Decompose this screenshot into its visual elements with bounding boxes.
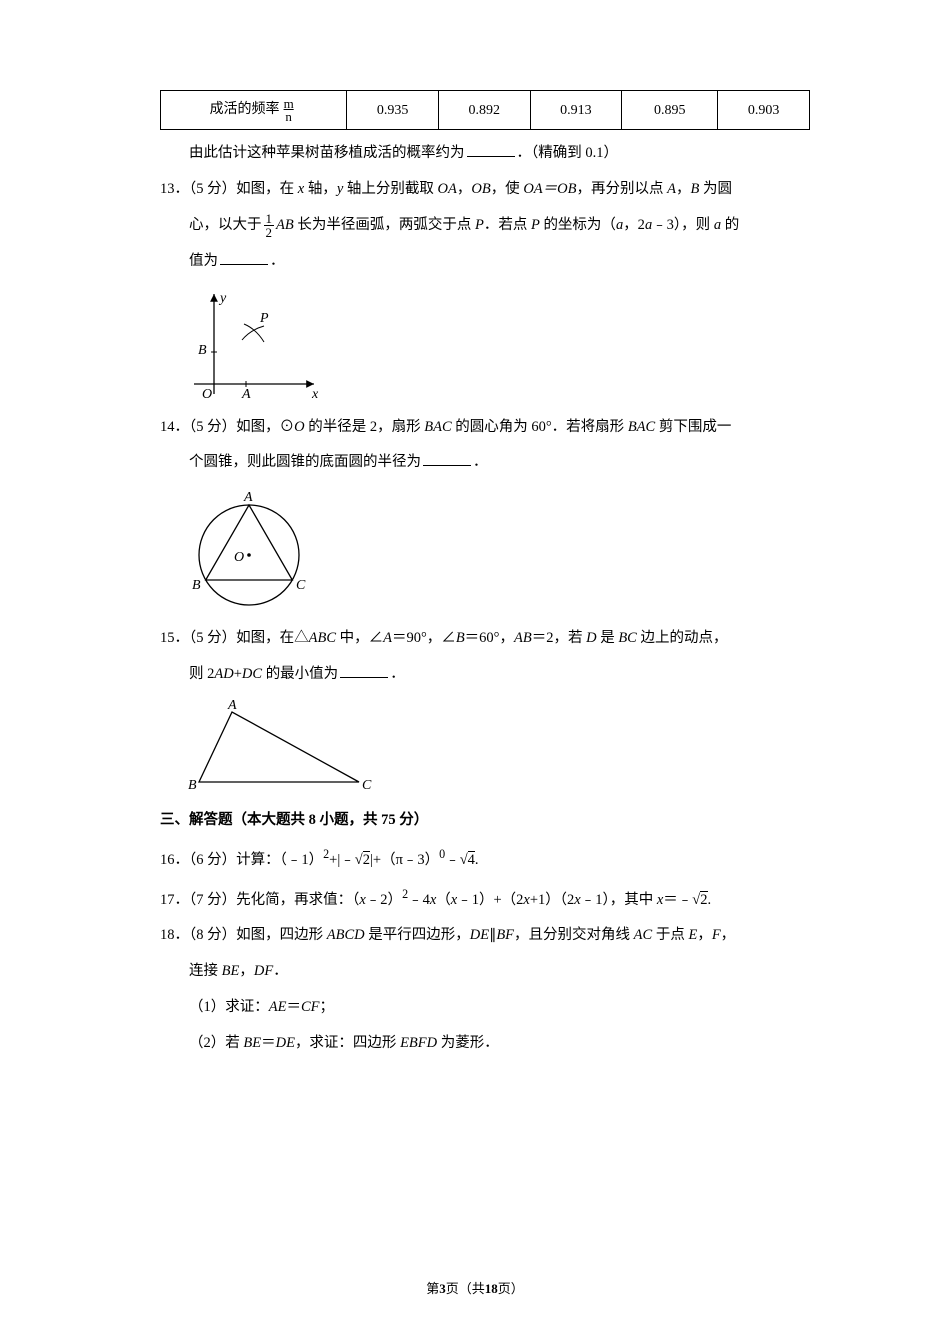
q12-v5: 0.903 (718, 91, 810, 130)
svg-text:B: B (192, 578, 201, 593)
q14-line2: 个圆锥，则此圆锥的底面圆的半径为． (160, 447, 810, 479)
q12-table: 成活的频率mn 0.935 0.892 0.913 0.895 0.903 (160, 90, 810, 130)
q13-figure: y x O A B P (184, 284, 810, 404)
svg-text:C: C (362, 778, 372, 793)
svg-text:C: C (296, 578, 306, 593)
svg-text:A: A (243, 490, 253, 505)
q16: 16．（6 分）计算：（﹣1）2+|﹣√2|+（π﹣3）0﹣√4. (160, 841, 810, 877)
svg-text:y: y (218, 291, 227, 306)
page-footer: 第3页（共18页） (0, 1275, 950, 1304)
section3-head: 三、解答题（本大题共 8 小题，共 75 分） (160, 805, 810, 837)
q14-line1: 14．（5 分）如图，⊙O 的半径是 2，扇形 BAC 的圆心角为 60°．若将… (160, 412, 810, 444)
svg-text:P: P (259, 311, 269, 326)
q12-tail: 由此估计这种苹果树苗移植成活的概率约为 ．（精确到 0.1） (160, 138, 810, 170)
svg-text:B: B (188, 778, 197, 793)
q12-v1: 0.935 (347, 91, 439, 130)
q18-part1: （1）求证：AE＝CF； (160, 992, 810, 1024)
q13-line1: 13．（5 分）如图，在 x 轴，y 轴上分别截取 OA，OB，使 OA＝OB，… (160, 174, 810, 206)
svg-text:A: A (241, 387, 251, 402)
q18-part2: （2）若 BE＝DE，求证：四边形 EBFD 为菱形． (160, 1028, 810, 1060)
svg-text:O: O (202, 387, 212, 402)
q12-blank (467, 142, 515, 158)
q18-line2: 连接 BE，DF． (160, 956, 810, 988)
q12-v2: 0.892 (438, 91, 530, 130)
q12-tail-b: ．（精确到 0.1） (517, 145, 619, 161)
svg-text:O: O (234, 550, 244, 565)
q12-v3: 0.913 (530, 91, 622, 130)
q12-v4: 0.895 (622, 91, 718, 130)
q12-frac: mn (282, 97, 296, 123)
svg-text:x: x (311, 387, 319, 402)
svg-text:B: B (198, 343, 207, 358)
q15-figure: A B C (184, 697, 810, 797)
q15-line2: 则 2AD+DC 的最小值为． (160, 659, 810, 691)
q12-rowlabel: 成活的频率 (210, 102, 280, 117)
q14-figure: A B C O (184, 485, 810, 615)
q13-line3: 值为． (160, 246, 810, 278)
q18-line1: 18．（8 分）如图，四边形 ABCD 是平行四边形，DE∥BF，且分别交对角线… (160, 920, 810, 952)
q15-line1: 15．（5 分）如图，在△ABC 中，∠A＝90°，∠B＝60°，AB＝2，若 … (160, 623, 810, 655)
svg-text:A: A (227, 698, 237, 713)
q12-tail-a: 由此估计这种苹果树苗移植成活的概率约为 (189, 145, 465, 161)
q13-line2: 心，以大于12AB 长为半径画弧，两弧交于点 P．若点 P 的坐标为（a，2a﹣… (160, 210, 810, 242)
q17: 17．（7 分）先化简，再求值：（x﹣2）2﹣4x（x﹣1）+（2x+1）（2x… (160, 881, 810, 917)
